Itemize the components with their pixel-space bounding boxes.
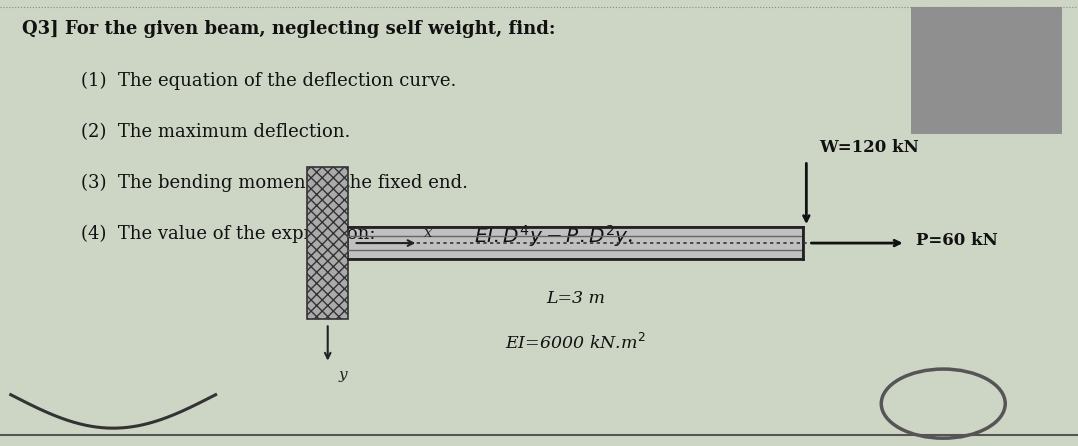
Text: Q3] For the given beam, neglecting self weight, find:: Q3] For the given beam, neglecting self … xyxy=(22,20,555,38)
Bar xyxy=(307,167,348,319)
Text: (4)  The value of the expression:: (4) The value of the expression: xyxy=(81,225,392,244)
Text: L=3 m: L=3 m xyxy=(547,290,605,307)
Text: P=60 kN: P=60 kN xyxy=(916,232,998,249)
Text: (1)  The equation of the deflection curve.: (1) The equation of the deflection curve… xyxy=(81,71,456,90)
Text: x: x xyxy=(424,226,432,240)
Bar xyxy=(911,7,1062,134)
Text: $EI.D^4y-P.D^2y$.: $EI.D^4y-P.D^2y$. xyxy=(474,223,634,249)
Text: (2)  The maximum deflection.: (2) The maximum deflection. xyxy=(81,123,350,140)
Text: (3)  The bending moment at the fixed end.: (3) The bending moment at the fixed end. xyxy=(81,174,468,192)
Text: y: y xyxy=(338,368,347,382)
Bar xyxy=(307,167,348,319)
Text: EI=6000 kN.m$^2$: EI=6000 kN.m$^2$ xyxy=(506,333,646,353)
Text: W=120 kN: W=120 kN xyxy=(819,139,920,156)
Bar xyxy=(348,227,803,259)
